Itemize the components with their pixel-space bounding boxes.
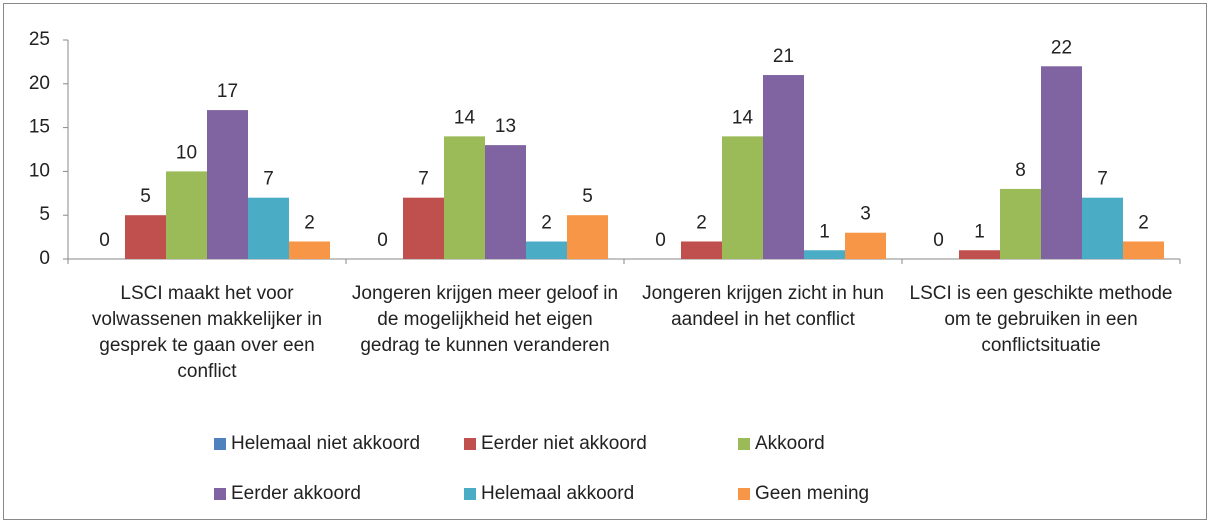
bar (959, 250, 1000, 259)
legend-label: Akkoord (755, 433, 825, 454)
value-label: 14 (732, 107, 754, 128)
value-label: 2 (696, 212, 707, 233)
y-tick-label: 5 (39, 204, 50, 225)
value-label: 0 (933, 230, 944, 251)
legend-swatch (214, 488, 226, 500)
bar (722, 136, 763, 259)
legend-label: Geen mening (755, 483, 869, 504)
bar (1082, 197, 1123, 259)
bar (248, 197, 289, 259)
value-label: 3 (860, 204, 871, 225)
value-label: 17 (217, 81, 238, 102)
bar (485, 145, 526, 259)
legend-swatch (464, 438, 476, 450)
y-tick-label: 25 (29, 29, 50, 50)
bar (403, 197, 444, 259)
legend-label: Eerder akkoord (231, 483, 361, 504)
value-label: 22 (1051, 37, 1072, 58)
bar (444, 136, 485, 259)
x-tick-label: Jongeren krijgen meer geloof in de mogel… (351, 283, 619, 356)
bar (166, 171, 207, 259)
bar (804, 250, 845, 259)
y-tick-label: 20 (29, 73, 50, 94)
legend-label: Helemaal akkoord (481, 483, 634, 504)
value-label: 1 (974, 221, 985, 242)
value-label: 7 (1097, 169, 1108, 190)
value-label: 21 (773, 46, 794, 67)
legend-swatch (214, 438, 226, 450)
bar (1123, 241, 1164, 259)
value-label: 14 (454, 107, 476, 128)
value-label: 0 (655, 230, 666, 251)
value-label: 1 (819, 221, 830, 242)
bar (567, 215, 608, 259)
value-label: 2 (304, 212, 315, 233)
bar (207, 110, 248, 259)
bar (763, 75, 804, 259)
value-label: 5 (140, 186, 151, 207)
value-label: 2 (541, 212, 552, 233)
y-tick-label: 10 (29, 160, 50, 181)
value-label: 2 (1138, 212, 1149, 233)
bar (681, 241, 722, 259)
value-label: 8 (1015, 160, 1026, 181)
x-tick-label: Jongeren krijgen zicht in hun aandeel in… (642, 283, 884, 330)
value-label: 0 (99, 230, 110, 251)
value-label: 7 (263, 169, 274, 190)
legend-label: Helemaal niet akkoord (231, 433, 420, 454)
bar (1000, 188, 1041, 259)
legend-label: Eerder niet akkoord (481, 433, 647, 454)
bar (1041, 66, 1082, 259)
bar (125, 215, 166, 259)
legend-swatch (738, 488, 750, 500)
chart-border (3, 3, 1207, 520)
y-tick-label: 0 (39, 248, 50, 269)
value-label: 7 (418, 169, 429, 190)
value-label: 5 (582, 186, 593, 207)
value-label: 13 (495, 116, 516, 137)
bar (845, 232, 886, 259)
y-tick-label: 15 (29, 117, 50, 138)
legend-swatch (738, 438, 750, 450)
value-label: 10 (176, 142, 197, 163)
legend-swatch (464, 488, 476, 500)
bar (526, 241, 567, 259)
x-tick-label: LSCI maakt het voor volwassenen makkelij… (91, 283, 323, 382)
value-label: 0 (377, 230, 388, 251)
bar (289, 241, 330, 259)
x-tick-label: LSCI is een geschikte methode om te gebr… (909, 283, 1173, 356)
